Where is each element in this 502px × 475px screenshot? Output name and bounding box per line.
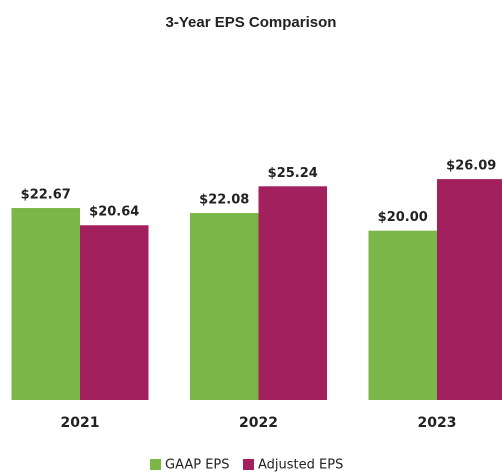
x-tick-label: 2021 bbox=[61, 415, 100, 431]
bar bbox=[258, 186, 327, 400]
bar bbox=[80, 225, 149, 400]
chart-title: 3-Year EPS Comparison bbox=[166, 14, 337, 31]
bar bbox=[11, 208, 80, 400]
legend-label: GAAP EPS bbox=[165, 458, 230, 473]
legend-swatch bbox=[243, 459, 254, 470]
x-tick-label: 2022 bbox=[239, 415, 278, 431]
bar bbox=[437, 179, 502, 400]
data-label: $25.24 bbox=[268, 166, 318, 181]
data-label: $22.67 bbox=[21, 188, 71, 203]
bar bbox=[368, 230, 437, 400]
x-tick-label: 2023 bbox=[418, 415, 457, 431]
bar bbox=[190, 213, 259, 400]
data-label: $26.09 bbox=[446, 159, 496, 174]
data-label: $22.08 bbox=[199, 193, 249, 208]
legend-label: Adjusted EPS bbox=[258, 458, 343, 473]
legend-swatch bbox=[150, 459, 161, 470]
data-label: $20.00 bbox=[378, 210, 428, 225]
data-label: $20.64 bbox=[89, 205, 139, 220]
